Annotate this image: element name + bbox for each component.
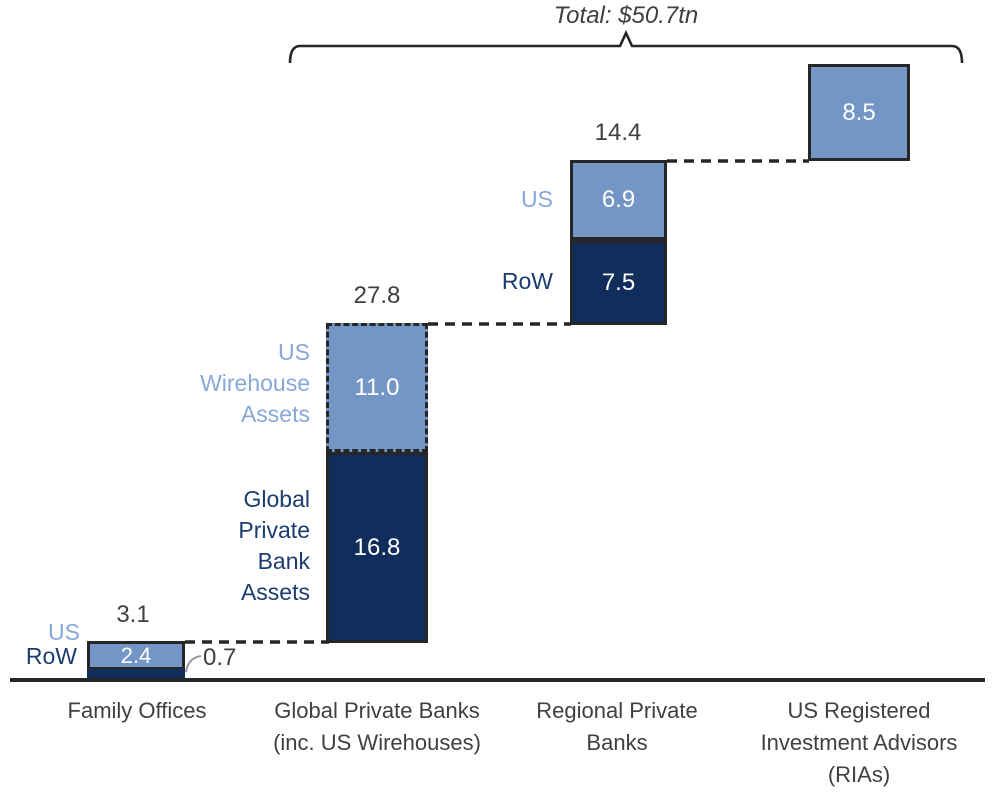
segment-value: 6.9 (601, 186, 636, 213)
category-label-regional-private-banks: Regional Private Banks (536, 698, 698, 755)
series-label-row-family-offices: RoW (25, 643, 77, 669)
series-label-row-regional: RoW (501, 268, 553, 294)
chart-total-label: Total: $50.7tn (553, 2, 699, 29)
total-bracket (288, 29, 964, 64)
bar-total-label-global-private-banks: 27.8 (353, 282, 401, 309)
category-label-us-rias: US Registered Investment Advisors (RIAs) (760, 698, 958, 787)
bar-regional-private-banks-row-segment: 7.5 (570, 240, 667, 325)
bar-global-private-banks-row-segment: 16.8 (326, 452, 428, 643)
bar-global-private-banks-wirehouse-segment: 11.0 (326, 323, 428, 452)
series-label-us-regional: US (521, 186, 553, 212)
bar-regional-private-banks-us-segment: 6.9 (570, 160, 667, 240)
bar-total-label-family-offices: 3.1 (116, 601, 150, 628)
bar-family-offices-row-segment (87, 669, 185, 678)
series-label-us-wirehouse-assets: US Wirehouse Assets (200, 339, 310, 427)
category-label-global-private-banks: Global Private Banks (inc. US Wirehouses… (273, 698, 481, 755)
bar-family-offices-us-segment: 2.4 (87, 641, 185, 670)
callout-leader-line (185, 655, 202, 673)
x-axis-line (10, 678, 985, 682)
segment-value: 2.4 (120, 642, 152, 668)
category-label-family-offices: Family Offices (67, 698, 207, 723)
segment-value: 7.5 (601, 268, 636, 296)
segment-value: 16.8 (353, 533, 401, 561)
segment-value: 8.5 (842, 98, 876, 126)
bar-total-label-regional-private-banks: 14.4 (594, 119, 642, 146)
callout-value-row-family-offices: 0.7 (203, 644, 237, 671)
bar-us-rias-segment: 8.5 (808, 64, 910, 161)
series-label-us-family-offices: US (48, 619, 80, 645)
segment-value: 11.0 (354, 373, 400, 401)
series-label-global-private-bank-assets: Global Private Bank Assets (238, 486, 310, 605)
